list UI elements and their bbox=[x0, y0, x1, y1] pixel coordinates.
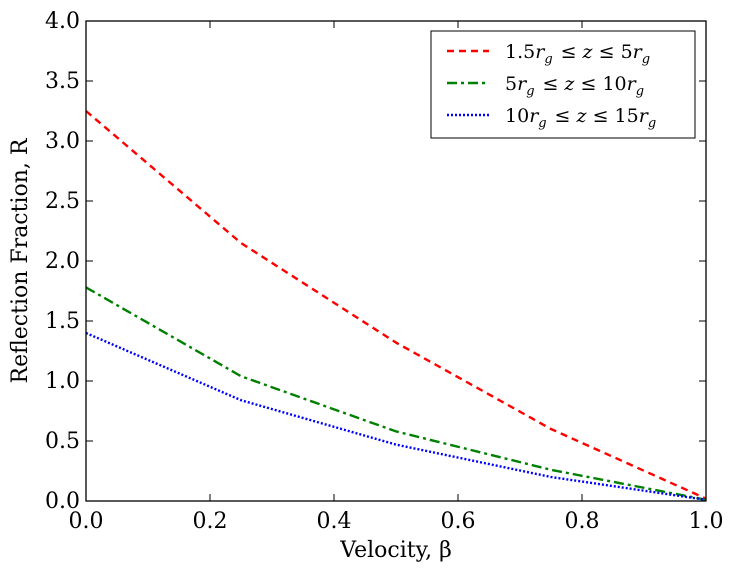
series-line-1 bbox=[85, 110, 707, 500]
series-line-3 bbox=[85, 331, 707, 501]
y-tick-label: 2.5 bbox=[45, 189, 80, 214]
x-tick-label: 0.2 bbox=[193, 509, 228, 534]
y-axis-label: Reflection Fraction, R bbox=[8, 137, 33, 383]
x-tick-label: 0.4 bbox=[317, 509, 352, 534]
legend: 1.5rg ≤ z ≤ 5rg 5rg ≤ z ≤ 10rg 10rg ≤ z ≤ … bbox=[430, 30, 696, 139]
axis-ticks bbox=[85, 20, 707, 502]
legend-label-3: 10rg ≤ z ≤ 15rg bbox=[505, 105, 656, 131]
y-tick-label: 1.5 bbox=[45, 309, 80, 334]
legend-label-1: 1.5rg ≤ z ≤ 5rg bbox=[505, 41, 650, 67]
y-tick-label: 3.5 bbox=[45, 69, 80, 94]
x-tick-label: 1.0 bbox=[689, 509, 724, 534]
y-tick-labels: 0.0 0.5 1.0 1.5 2.0 2.5 3.0 3.5 4.0 bbox=[45, 9, 80, 514]
y-tick-label: 2.0 bbox=[45, 249, 80, 274]
legend-box bbox=[430, 30, 696, 139]
y-tick-label: 0.5 bbox=[45, 429, 80, 454]
series-line-2 bbox=[85, 286, 707, 501]
x-tick-label: 0.0 bbox=[69, 509, 104, 534]
y-tick-label: 3.0 bbox=[45, 129, 80, 154]
x-tick-label: 0.8 bbox=[565, 509, 600, 534]
y-tick-label: 1.0 bbox=[45, 369, 80, 394]
x-tick-label: 0.6 bbox=[441, 509, 476, 534]
x-tick-labels: 0.0 0.2 0.4 0.6 0.8 1.0 bbox=[69, 509, 724, 534]
y-tick-label: 4.0 bbox=[45, 9, 80, 34]
plot-marks bbox=[85, 110, 707, 501]
x-axis-label: Velocity, β bbox=[339, 538, 452, 563]
legend-label-2: 5rg ≤ z ≤ 10rg bbox=[505, 73, 644, 99]
y-tick-label: 0.0 bbox=[45, 489, 80, 514]
